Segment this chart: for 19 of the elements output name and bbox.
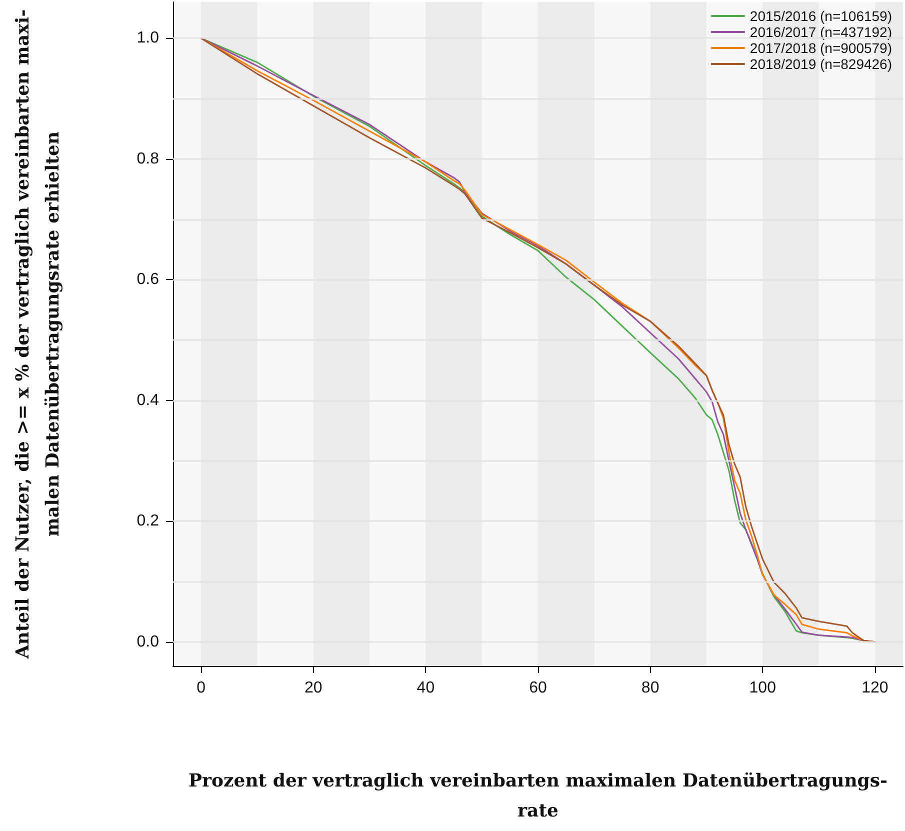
- y-tick-label: 0.4: [136, 392, 160, 409]
- x-tick-label: 40: [416, 680, 435, 696]
- x-tick-label: 60: [529, 680, 547, 696]
- y-tick-label: 0.2: [136, 512, 160, 530]
- x-axis-title: Prozent der vertraglich vereinbarten maximalen Datenübertragungs- rate: [188, 770, 888, 822]
- legend-label: 2018/2019 (n=829426): [750, 56, 892, 72]
- legend-label: 2016/2017 (n=437192): [750, 24, 892, 40]
- legend-label: 2017/2018 (n=900579): [750, 40, 892, 56]
- y-tick-label: 0.0: [136, 633, 160, 650]
- legend-label: 2015/2016 (n=106159): [750, 8, 892, 24]
- x-tick-label: 0: [196, 680, 206, 696]
- x-tick-label: 20: [304, 680, 322, 696]
- x-tick-label: 80: [641, 680, 660, 696]
- x-tick-label: 120: [862, 680, 888, 696]
- y-tick-label: 1.0: [136, 30, 160, 47]
- y-tick-label: 0.6: [136, 271, 160, 288]
- y-tick-label: 0.8: [136, 150, 160, 168]
- y-axis-title: Anteil der Nutzer, die >= x % der vertraglich vereinbarten maxi- malen Datenübertragungsrate erhielten: [12, 9, 64, 660]
- x-tick-label: 100: [749, 680, 776, 696]
